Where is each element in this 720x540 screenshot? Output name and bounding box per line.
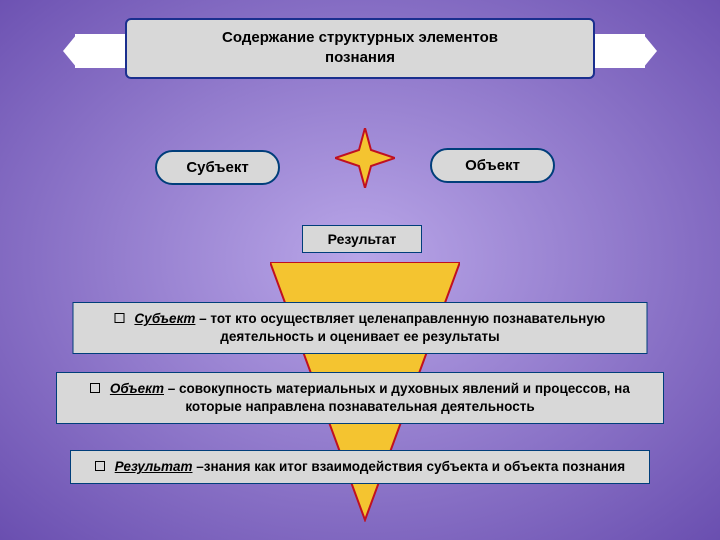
title-banner-box: Содержание структурных элементов познани… bbox=[125, 18, 595, 79]
definition-subject-term: Субъект bbox=[134, 311, 195, 326]
definition-result-term: Результат bbox=[115, 459, 193, 474]
definition-object-term: Объект bbox=[110, 381, 164, 396]
definition-result-text: –знания как итог взаимодействия субъекта… bbox=[192, 459, 625, 474]
checkbox-icon bbox=[115, 313, 125, 323]
title-line-2: познания bbox=[325, 49, 395, 66]
title-banner: Содержание структурных элементов познани… bbox=[125, 18, 595, 79]
definition-object-text: – совокупность материальных и духовных я… bbox=[164, 381, 630, 414]
checkbox-icon bbox=[90, 383, 100, 393]
node-subject: Субъект bbox=[155, 150, 280, 185]
node-object: Объект bbox=[430, 148, 555, 183]
node-result: Результат bbox=[302, 225, 422, 253]
checkbox-icon bbox=[95, 461, 105, 471]
definition-result: Результат –знания как итог взаимодействи… bbox=[70, 450, 650, 484]
node-result-label: Результат bbox=[328, 231, 397, 247]
node-subject-label: Субъект bbox=[186, 159, 248, 176]
definition-subject: Субъект – тот кто осуществляет целенапра… bbox=[73, 302, 648, 354]
star-icon bbox=[335, 128, 395, 188]
node-object-label: Объект bbox=[465, 157, 520, 174]
definition-subject-text: – тот кто осуществляет целенаправленную … bbox=[195, 311, 605, 344]
title-line-1: Содержание структурных элементов bbox=[222, 29, 498, 46]
definition-object: Объект – совокупность материальных и дух… bbox=[56, 372, 664, 424]
